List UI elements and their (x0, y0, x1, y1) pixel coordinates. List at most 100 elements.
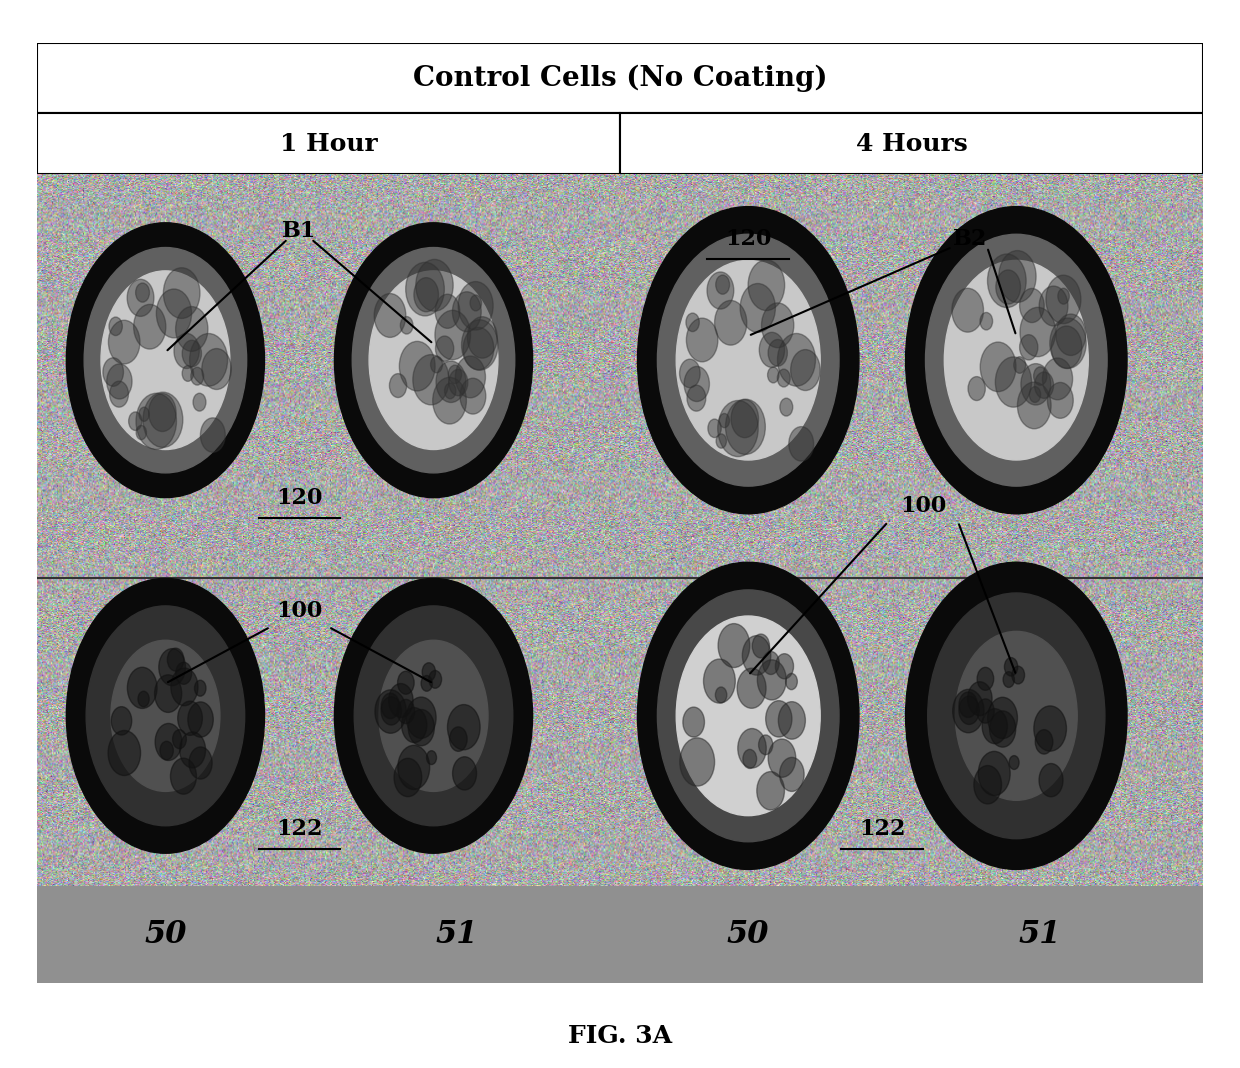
Circle shape (717, 434, 727, 449)
Circle shape (427, 751, 436, 765)
Circle shape (159, 648, 186, 686)
Text: B2: B2 (952, 227, 987, 250)
Circle shape (683, 707, 704, 737)
Text: 120: 120 (277, 487, 322, 508)
Circle shape (1018, 382, 1052, 428)
Circle shape (107, 364, 131, 399)
Text: B1: B1 (283, 220, 316, 241)
Circle shape (687, 386, 706, 411)
Circle shape (100, 271, 229, 450)
Text: 100: 100 (277, 600, 322, 622)
Circle shape (433, 377, 466, 424)
Circle shape (748, 260, 785, 311)
Circle shape (460, 378, 486, 414)
Circle shape (370, 271, 498, 450)
Circle shape (715, 276, 729, 294)
Circle shape (352, 248, 515, 473)
Circle shape (201, 418, 226, 452)
Circle shape (725, 399, 765, 454)
Circle shape (134, 304, 166, 349)
Circle shape (959, 696, 980, 724)
Circle shape (715, 687, 727, 703)
Circle shape (996, 357, 1032, 407)
Circle shape (86, 606, 244, 826)
Circle shape (777, 333, 816, 387)
Circle shape (436, 361, 466, 403)
Circle shape (775, 654, 794, 679)
Circle shape (1014, 357, 1025, 374)
Circle shape (684, 366, 709, 402)
Circle shape (149, 393, 176, 431)
Circle shape (138, 691, 149, 707)
Circle shape (435, 336, 454, 361)
Circle shape (998, 251, 1037, 302)
Circle shape (768, 367, 779, 383)
Circle shape (136, 425, 146, 440)
Circle shape (676, 261, 820, 460)
Circle shape (1019, 334, 1038, 360)
Circle shape (738, 728, 766, 768)
Circle shape (676, 616, 820, 816)
Circle shape (103, 358, 124, 387)
Circle shape (374, 294, 405, 337)
Circle shape (680, 359, 701, 388)
Circle shape (407, 697, 436, 738)
Circle shape (171, 669, 198, 706)
Circle shape (461, 319, 498, 371)
Circle shape (355, 606, 513, 826)
Circle shape (657, 234, 839, 486)
Circle shape (160, 741, 174, 759)
Circle shape (172, 729, 186, 749)
Circle shape (1003, 672, 1014, 688)
Bar (620, 113, 1203, 174)
Circle shape (429, 671, 441, 688)
Circle shape (1043, 358, 1073, 399)
Circle shape (155, 723, 182, 760)
Circle shape (405, 263, 444, 316)
Circle shape (1050, 318, 1086, 368)
Circle shape (110, 640, 219, 791)
Circle shape (718, 624, 750, 668)
Circle shape (435, 311, 470, 360)
Circle shape (978, 752, 1011, 796)
Circle shape (977, 668, 993, 690)
Circle shape (1039, 286, 1068, 326)
Circle shape (743, 750, 756, 769)
Circle shape (108, 320, 140, 364)
Circle shape (408, 709, 434, 745)
Circle shape (737, 669, 766, 708)
Circle shape (1039, 764, 1063, 797)
Circle shape (202, 348, 232, 390)
Circle shape (1058, 288, 1069, 304)
Circle shape (174, 333, 200, 368)
Circle shape (967, 681, 992, 716)
Bar (37, 885, 620, 983)
Circle shape (789, 426, 813, 461)
Circle shape (1035, 729, 1053, 754)
Circle shape (164, 268, 200, 318)
Circle shape (982, 709, 1007, 743)
Circle shape (740, 283, 775, 332)
Circle shape (449, 365, 461, 383)
Bar (37, 113, 620, 174)
Text: 50: 50 (727, 918, 770, 949)
Circle shape (786, 674, 797, 690)
Circle shape (1045, 276, 1081, 324)
Circle shape (413, 355, 449, 405)
Circle shape (176, 307, 208, 351)
Circle shape (959, 692, 977, 718)
Circle shape (1034, 372, 1054, 398)
Circle shape (777, 370, 790, 387)
Circle shape (686, 313, 699, 331)
Circle shape (381, 696, 402, 725)
Circle shape (190, 333, 228, 387)
Circle shape (402, 708, 427, 742)
Circle shape (779, 702, 806, 739)
Circle shape (394, 758, 422, 797)
Circle shape (657, 590, 839, 842)
Text: 51: 51 (1018, 918, 1061, 949)
Text: 120: 120 (725, 227, 771, 250)
Circle shape (780, 757, 804, 791)
Circle shape (955, 631, 1078, 800)
Circle shape (401, 316, 413, 334)
